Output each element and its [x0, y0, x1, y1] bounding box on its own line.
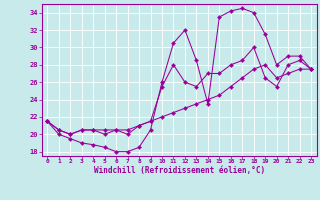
X-axis label: Windchill (Refroidissement éolien,°C): Windchill (Refroidissement éolien,°C) — [94, 166, 265, 175]
